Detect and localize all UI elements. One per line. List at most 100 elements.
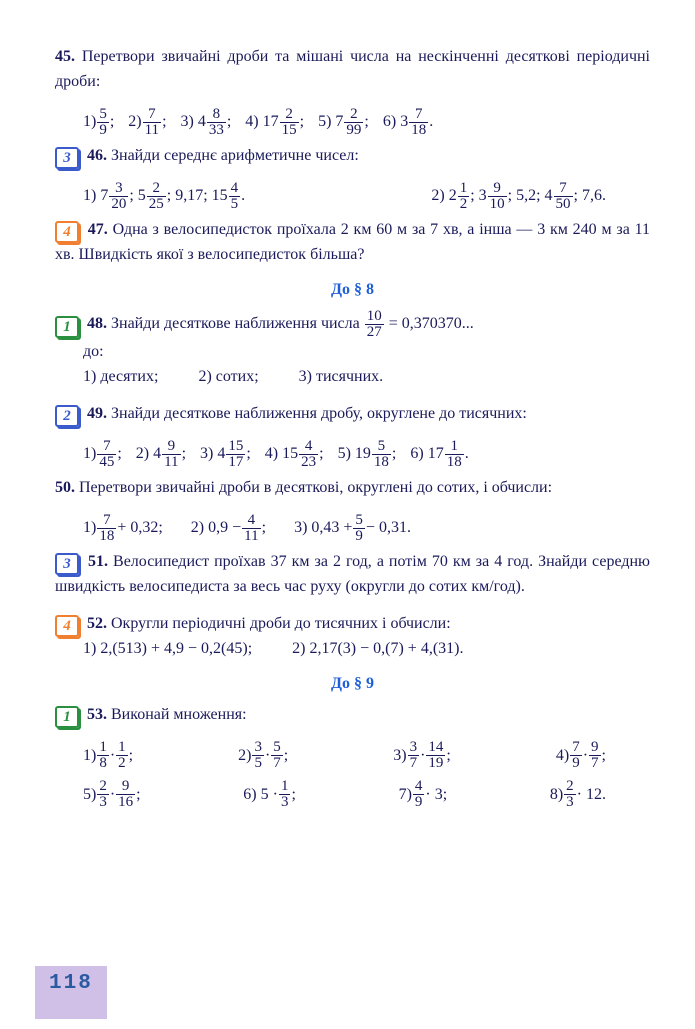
fraction: 225 — [147, 181, 166, 212]
fraction: 97 — [589, 740, 601, 771]
expr-item: 5) 19518; — [338, 439, 397, 470]
problem-53-row1: 1) 18 · 12; 2) 35 · 57; 3) 37 · 1419; 4) 79… — [83, 740, 620, 771]
expr-item: 2) 711; — [128, 107, 166, 138]
option: 3) тисячних. — [299, 365, 384, 390]
problem-46: 3 46. Знайди середнє арифметичне чисел: — [55, 144, 650, 169]
badge-4: 4 — [55, 221, 79, 243]
option: 2) сотих; — [198, 365, 258, 390]
fraction: 1419 — [426, 740, 445, 771]
problem-text: Перетвори звичайні дроби в десяткові, ок… — [79, 479, 552, 496]
expr-item: 5) 23 · 916; — [83, 779, 141, 810]
problem-47: 4 47. Одна з велосипедисток проїхала 2 к… — [55, 218, 650, 268]
fraction: 59 — [97, 107, 109, 138]
problem-49: 2 49. Знайди десяткове наближення дробу,… — [55, 402, 650, 427]
problem-text: Перетвори звичайні дроби та мішані числа… — [55, 48, 650, 90]
problem-num: 47. — [88, 221, 108, 238]
problem-num: 52. — [87, 615, 107, 632]
expr-item: 3) 41517; — [200, 439, 251, 470]
fraction: 911 — [162, 439, 180, 470]
fraction: 423 — [299, 439, 318, 470]
expr-item: 6) 3718. — [383, 107, 433, 138]
expr-item: 3) 37 · 1419; — [393, 740, 451, 771]
problem-53-row2: 5) 23 · 916;6) 5 · 13;7) 49 · 3;8) 23 · … — [83, 779, 620, 810]
options-row: 1) десятих; 2) сотих; 3) тисячних. — [55, 365, 650, 390]
problem-num: 46. — [87, 147, 107, 164]
fraction: 59 — [353, 513, 365, 544]
problem-text: Знайди десяткове наближення дробу, округ… — [111, 405, 527, 422]
expr-item: 1) 718 + 0,32; — [83, 513, 163, 544]
problem-51: 3 51. Велосипедист проїхав 37 км за 2 го… — [55, 550, 650, 600]
badge-3: 3 — [55, 553, 79, 575]
fraction: 910 — [488, 181, 507, 212]
fraction: 45 — [229, 181, 241, 212]
fraction: 49 — [413, 779, 425, 810]
fraction: 23 — [97, 779, 109, 810]
problem-50-items: 1) 718 + 0,32; 2) 0,9 − 411; 3) 0,43 + 59 … — [83, 513, 650, 544]
fraction: 35 — [252, 740, 264, 771]
fraction: 718 — [409, 107, 428, 138]
problem-52: 4 52. Округли періодичні дроби до тисячн… — [55, 612, 650, 662]
fraction: 299 — [344, 107, 363, 138]
problem-text: Велосипедист проїхав 37 км за 2 год, а п… — [55, 553, 650, 595]
problem-text: Округли періодичні дроби до тисячних і о… — [111, 615, 451, 632]
problem-text: Виконай множення: — [111, 706, 247, 723]
badge-1: 1 — [55, 316, 79, 338]
section-8: До § 8 — [55, 281, 650, 299]
badge-1: 1 — [55, 706, 79, 728]
fraction: 57 — [271, 740, 283, 771]
problem-text: Знайди середнє арифметичне чисел: — [111, 147, 359, 164]
problem-num: 49. — [87, 405, 107, 422]
expr-item: 3) 0,43 + 59 − 0,31. — [294, 513, 411, 544]
fraction: 833 — [207, 107, 226, 138]
fraction: 37 — [408, 740, 420, 771]
fraction: 23 — [564, 779, 576, 810]
expr-a: 1) 2,(513) + 4,9 − 0,2(45); — [83, 637, 252, 662]
expr-item: 4) 17215; — [245, 107, 304, 138]
expr-item: 1) 18 · 12; — [83, 740, 133, 771]
problem-45-items: 1) 59; 2) 711; 3) 4833; 4) 17215; 5) 7299; 6)… — [83, 107, 650, 138]
expr-item: 2) 212; 3910; 5,2; 4750; 7,6. — [431, 181, 606, 212]
fraction: 18 — [97, 740, 109, 771]
fraction: 118 — [445, 439, 464, 470]
expr-item: 1) 745; — [83, 439, 122, 470]
expr-item: 6) 5 · 13; — [243, 779, 296, 810]
fraction: 745 — [97, 439, 116, 470]
expr-item: 2) 0,9 − 411; — [191, 513, 266, 544]
problem-49-items: 1) 745; 2) 4911; 3) 41517; 4) 15423; 5) 1951… — [83, 439, 650, 470]
expr-item: 5) 7299; — [318, 107, 369, 138]
fraction: 215 — [280, 107, 299, 138]
fraction: 916 — [116, 779, 135, 810]
expr-item: 2) 4911; — [136, 439, 186, 470]
problem-num: 51. — [88, 553, 108, 570]
expr-item: 6) 17118. — [410, 439, 468, 470]
badge-3: 3 — [55, 147, 79, 169]
fraction: 518 — [372, 439, 391, 470]
problem-text: Одна з велосипедисток проїхала 2 км 60 м… — [55, 221, 650, 263]
text-pre: Знайди десяткове наближення числа — [111, 316, 364, 333]
fraction: 13 — [279, 779, 291, 810]
fraction: 750 — [554, 181, 573, 212]
do-label: до: — [55, 340, 650, 365]
problem-48: 1 48. Знайди десяткове наближення числа … — [55, 309, 650, 390]
expr-item: 2) 35 · 57; — [238, 740, 288, 771]
expr-item: 1) 7320; 5225; 9,17; 1545. — [83, 181, 245, 212]
problem-num: 50. — [55, 479, 75, 496]
expr-item: 1) 59; — [83, 107, 114, 138]
option: 1) десятих; — [83, 365, 158, 390]
expr-b: 2) 2,17(3) − 0,(7) + 4,(31). — [292, 637, 463, 662]
fraction: 1517 — [226, 439, 245, 470]
expr-item: 4) 15423; — [265, 439, 324, 470]
expr-item: 8) 23 · 12. — [550, 779, 606, 810]
fraction: 711 — [143, 107, 161, 138]
expr-item: 3) 4833; — [181, 107, 232, 138]
section-9: До § 9 — [55, 675, 650, 693]
fraction: 718 — [97, 513, 116, 544]
badge-2: 2 — [55, 405, 79, 427]
fraction: 12 — [116, 740, 128, 771]
problem-num: 45. — [55, 48, 75, 65]
problem-53: 1 53. Виконай множення: — [55, 703, 650, 728]
fraction: 320 — [109, 181, 128, 212]
expr-item: 4) 79 · 97; — [556, 740, 606, 771]
fraction: 79 — [570, 740, 582, 771]
problem-num: 48. — [87, 316, 107, 333]
